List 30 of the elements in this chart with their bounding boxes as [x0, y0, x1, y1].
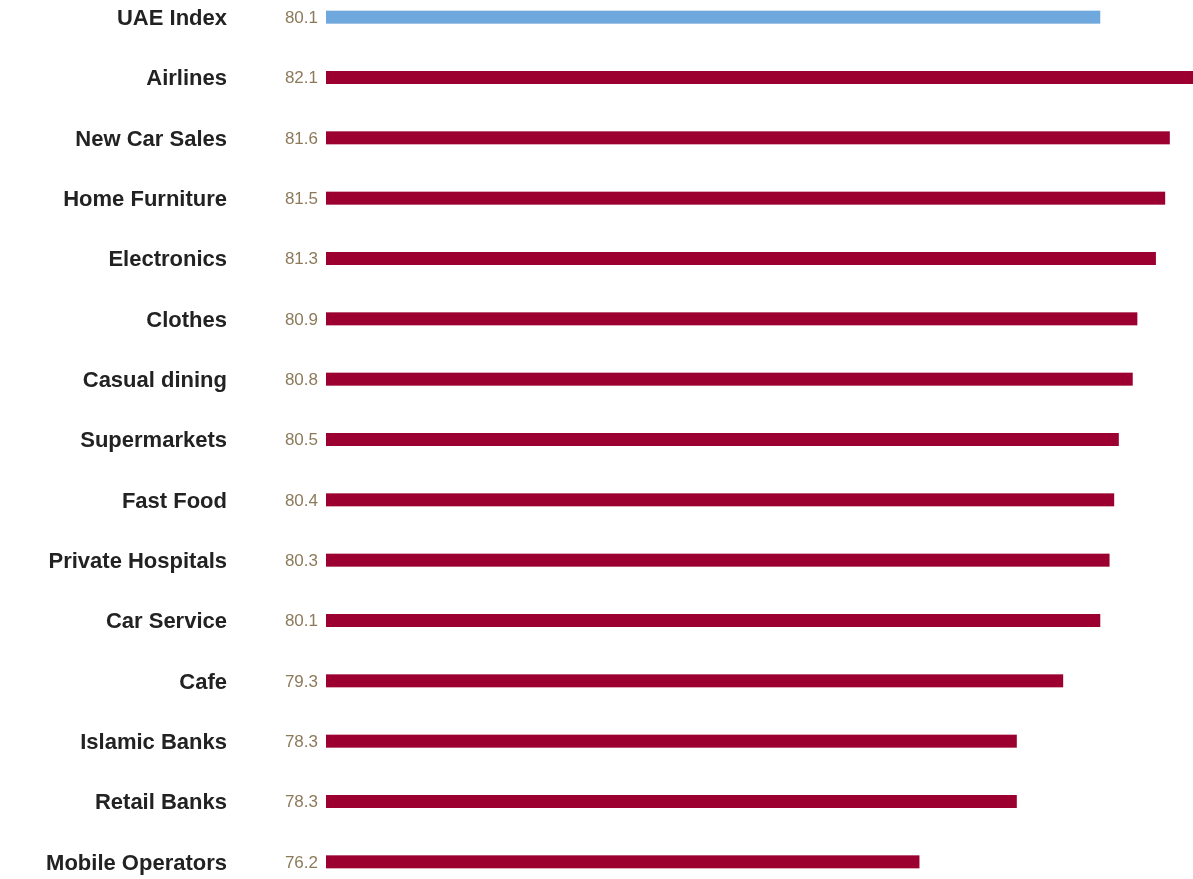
y-tick-label: New Car Sales	[75, 125, 227, 151]
data-label: 76.2	[284, 852, 318, 872]
data-label: 80.4	[284, 490, 318, 510]
y-tick-label: Airlines	[146, 65, 227, 91]
data-label: 80.5	[284, 430, 318, 450]
y-tick-label: Home Furniture	[63, 185, 227, 211]
y-tick-label: Electronics	[108, 246, 227, 272]
data-label: 80.1	[284, 611, 318, 631]
data-label: 82.1	[284, 68, 318, 88]
data-label: 80.3	[284, 551, 318, 571]
y-tick-label: Retail Banks	[94, 789, 227, 815]
data-label: 79.3	[284, 671, 318, 691]
data-label: 81.6	[284, 128, 318, 148]
y-tick-label: Car Service	[105, 608, 227, 634]
y-tick-label: Mobile Operators	[46, 849, 227, 875]
y-tick-label: Clothes	[146, 306, 227, 332]
y-tick-label: Islamic Banks	[80, 728, 227, 754]
y-tick-label: UAE Index	[116, 4, 228, 30]
data-label: 78.3	[284, 792, 318, 812]
data-label: 78.3	[284, 732, 318, 752]
data-label: 81.3	[284, 249, 318, 269]
data-label: 80.1	[284, 8, 318, 28]
data-label: 80.8	[284, 370, 318, 390]
y-tick-label: Private Hospitals	[48, 547, 227, 573]
data-label: 80.9	[284, 309, 318, 329]
y-tick-label: Casual dining	[82, 366, 227, 392]
data-label: 81.5	[284, 189, 318, 209]
y-tick-label: Fast Food	[121, 487, 227, 513]
y-tick-label: Supermarkets	[80, 427, 227, 453]
y-tick-label: Cafe	[179, 668, 227, 694]
